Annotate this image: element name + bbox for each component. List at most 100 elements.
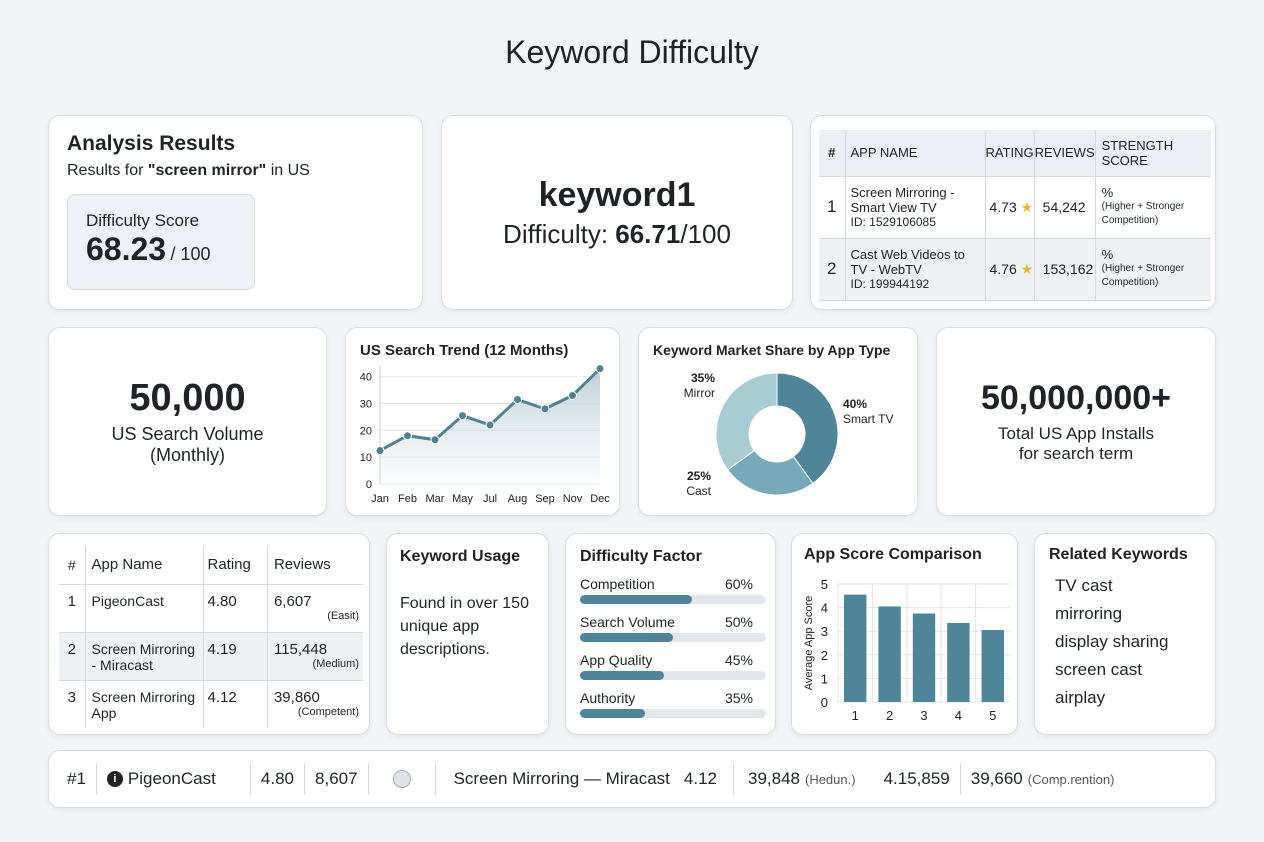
factor-row: Authority 35% [580, 690, 763, 706]
installs-sublabel: for search term [1018, 444, 1134, 463]
market-share-card: Keyword Market Share by App Type 40% Smar… [638, 327, 918, 516]
related-list: TV cast mirroring display sharing screen ca… [1049, 572, 1201, 712]
volume-label: US Search Volume [111, 424, 264, 444]
app-name: PigeonCast [85, 584, 204, 632]
bar [947, 622, 970, 702]
related-title: Related Keywords [1049, 546, 1188, 563]
info-icon[interactable]: i [106, 771, 123, 787]
factor-row: Search Volume 50% [580, 614, 763, 630]
bottom-t1: (Hedun.) [804, 771, 856, 787]
col-header: STRENGTH SCORE [1101, 137, 1174, 168]
related-keyword[interactable]: screen cast [1055, 660, 1142, 679]
bottom-app-name: PigeonCast [127, 769, 216, 788]
pie-slice [776, 372, 839, 485]
related-keywords-card: Related Keywords TV cast mirroring display… [1034, 533, 1216, 735]
factor-progress-fill [580, 633, 673, 642]
keyword-usage-card: Keyword Usage Found in over 150 unique a… [386, 533, 549, 735]
trend-point [568, 391, 577, 400]
factor-progress-track [580, 709, 766, 718]
bottom-rating2: 4.12 [683, 769, 717, 788]
trend-point [540, 404, 550, 414]
col-header: RATING [985, 130, 1035, 176]
query: "screen mirror" [147, 162, 267, 179]
factor-pct: 50% [724, 614, 753, 630]
app-cell: Cast Web Videos to TV - WebTV ID: 1999441… [845, 238, 986, 300]
top-apps-table: # APP NAME RATING REVIEWS STRENGTH SCORE… [819, 130, 1211, 301]
slice-label: Smart TV [843, 412, 893, 426]
rank: 2 [59, 632, 86, 680]
difficulty-score-box: Difficulty Score 68.23 / 100 [67, 194, 255, 290]
app-id: ID: 1529106085 [850, 214, 936, 229]
rating: 4.76 [989, 260, 1017, 277]
slice-pct: 40% [843, 397, 867, 411]
bar-title: App Score Comparison [804, 546, 982, 563]
table-row[interactable]: 2 Cast Web Videos to TV - WebTV ID: 19994… [819, 238, 1211, 300]
search-volume-card: 50,000 US Search Volume (Monthly) [48, 327, 327, 516]
bottom-rank: #1 [67, 769, 86, 788]
installs-value: 50,000,000+ [980, 379, 1172, 417]
y-tick-label: 5 [821, 577, 828, 592]
strength: % [1101, 185, 1114, 200]
factor-label: Search Volume [580, 614, 675, 630]
related-keyword[interactable]: airplay [1055, 688, 1106, 707]
subtitle-prefix: Results for [67, 162, 148, 179]
strength: % [1101, 247, 1114, 262]
col-header: # [819, 130, 846, 176]
y-tick-label: 1 [821, 671, 828, 686]
trend-point [485, 420, 495, 430]
x-tick-label: May [452, 493, 473, 505]
divider [732, 763, 734, 795]
related-keyword[interactable]: mirroring [1055, 604, 1123, 623]
usage-title: Keyword Usage [400, 548, 521, 565]
table-row[interactable]: 1 Screen Mirroring - Smart View TV ID: 15… [819, 176, 1211, 238]
related-keyword[interactable]: display sharing [1055, 632, 1169, 651]
app-name: Cast Web Videos to TV - WebTV [850, 246, 965, 277]
review-tag: (Easit) [327, 609, 359, 622]
reviews: 39,860 [273, 688, 320, 706]
divider [959, 763, 961, 795]
app-name: Screen Mirroring - Smart View TV [850, 184, 955, 215]
trend-point [403, 431, 412, 441]
y-axis-label: Average App Score [803, 596, 815, 691]
col-header: App Name [85, 546, 204, 584]
strength-cell: % (Higher + Stronger Competition) [1095, 238, 1211, 300]
divider [249, 763, 251, 795]
rating: 4.73 [989, 198, 1017, 215]
x-tick-label: Feb [398, 493, 417, 505]
app-table-card: # App Name Rating Reviews 1 PigeonCast 4.8… [48, 533, 370, 735]
app-id: ID: 199944192 [850, 276, 930, 291]
related-keyword[interactable]: TV cast [1055, 576, 1113, 595]
y-tick-label: 4 [821, 601, 828, 616]
factor-progress-fill [580, 595, 692, 604]
bottom-v2: 4.15,859 [883, 769, 950, 788]
x-tick-label: Aug [508, 493, 528, 505]
rating-cell: 4.76 ★ [985, 238, 1035, 300]
x-tick-label: Nov [563, 493, 583, 505]
trend-point [458, 411, 467, 421]
factor-label: Competition [580, 576, 655, 592]
strength-cell: % (Higher + Stronger Competition) [1095, 176, 1211, 238]
analysis-heading: Analysis Results [67, 132, 236, 155]
table-row[interactable]: 2 Screen Mirroring - Miracast 4.19 115,448(… [59, 632, 363, 680]
divider [95, 763, 97, 795]
table-row[interactable]: 1 PigeonCast 4.80 6,607 (Easit) [59, 584, 363, 632]
analysis-subtitle: Results for "screen mirror" in US [67, 162, 404, 180]
bar [844, 594, 867, 702]
rating: 4.19 [203, 632, 268, 680]
table-row[interactable]: 3 Screen Mirroring App 4.12 39,860 (Competen… [59, 680, 363, 728]
x-tick-label: 5 [989, 708, 996, 723]
keyword-name: keyword1 [538, 175, 696, 214]
app-score-card: App Score Comparison 0 1 2 3 4 5 Average App S… [791, 533, 1018, 735]
y-tick-label: 20 [360, 425, 372, 437]
rank: 1 [819, 176, 846, 238]
score-label: Difficulty Score [86, 211, 200, 230]
y-tick-label: 30 [360, 399, 372, 411]
factor-pct: 45% [724, 652, 753, 668]
difficulty-label: Difficulty: [503, 218, 616, 249]
col-header: Rating [203, 546, 268, 584]
score-row: 68.23 / 100 [86, 231, 236, 268]
rating-cell: 4.73 ★ [985, 176, 1035, 238]
pie-slice [726, 449, 814, 496]
trend-point [375, 445, 385, 455]
bottom-v1: 39,848 [747, 769, 800, 788]
